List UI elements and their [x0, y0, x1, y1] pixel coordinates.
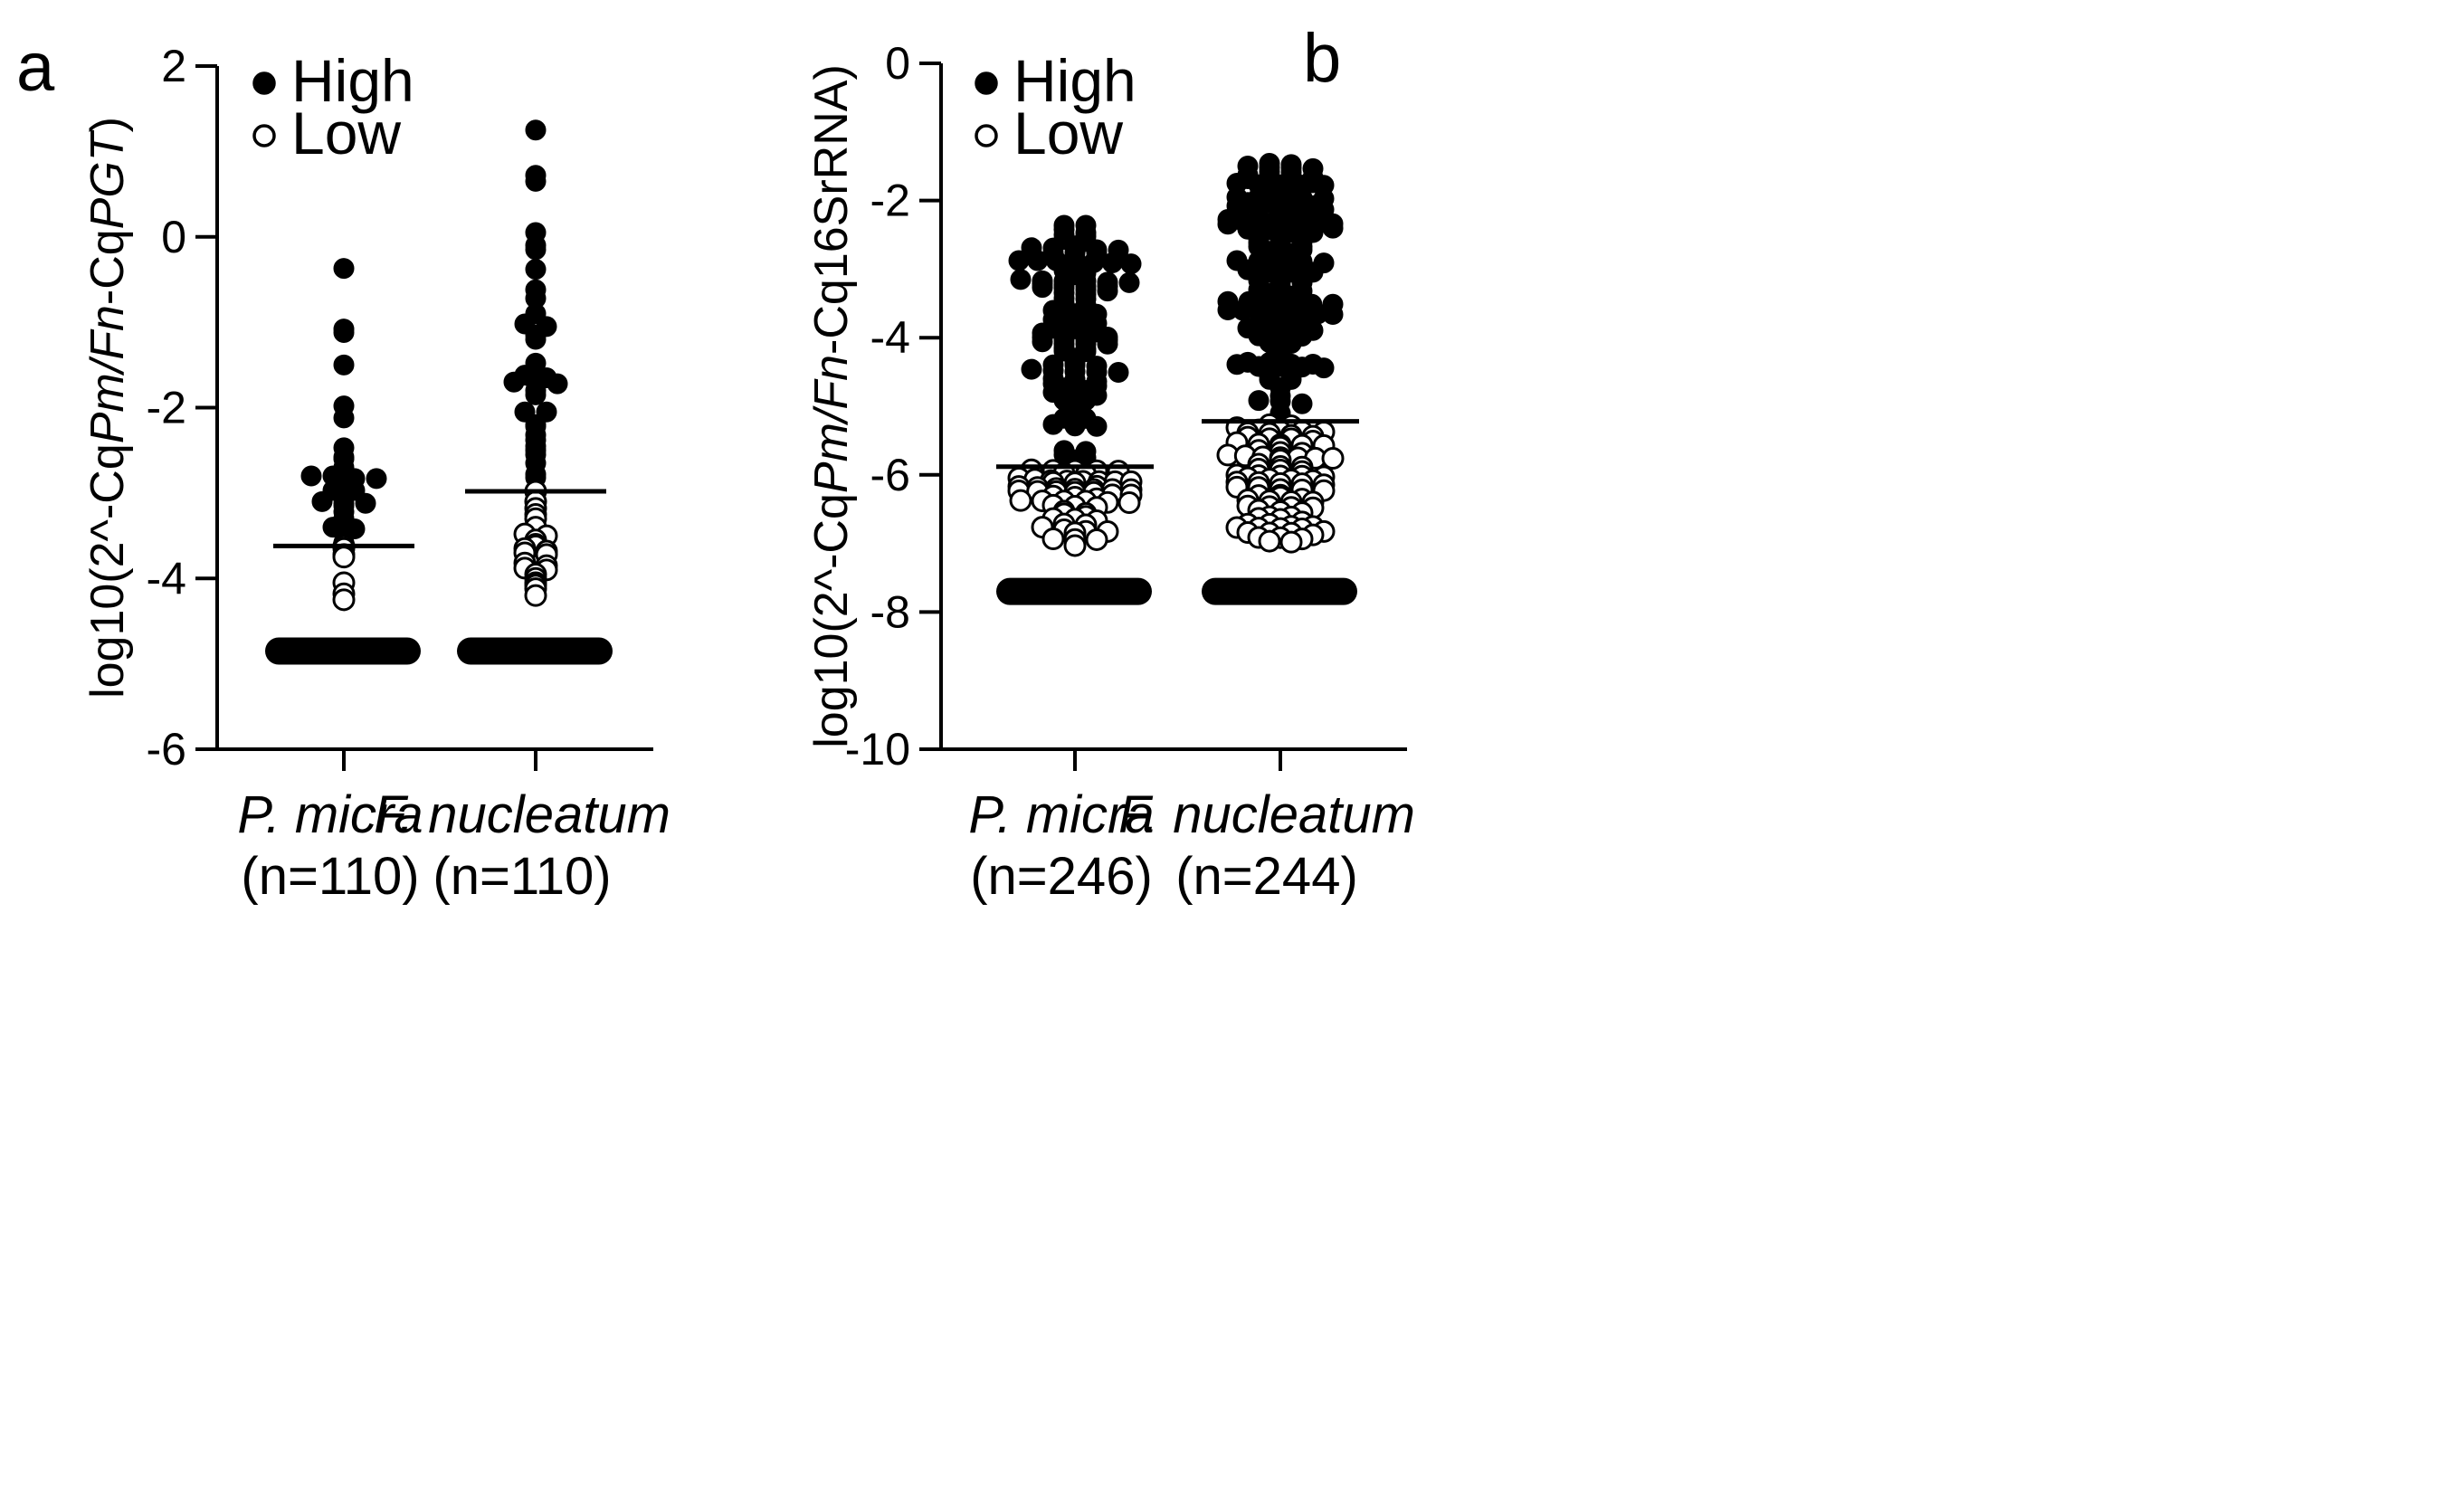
- y-tick-label: -4: [870, 312, 910, 363]
- x-tick-count-label: (n=110): [433, 847, 611, 906]
- high-point: [1064, 415, 1086, 437]
- high-point: [525, 119, 547, 141]
- y-tick-label: -6: [147, 724, 186, 775]
- y-tick-label: -8: [870, 586, 910, 637]
- high-point: [1021, 358, 1042, 380]
- high-point: [1042, 414, 1064, 435]
- legend-high-marker: [252, 71, 276, 95]
- y-tick-label: 0: [161, 212, 186, 262]
- high-point: [525, 328, 547, 350]
- high-point: [1322, 217, 1344, 239]
- low-point: [1279, 530, 1303, 554]
- high-point: [1217, 214, 1239, 235]
- x-tick-label: P. micra: [968, 785, 1154, 844]
- high-point: [1008, 250, 1030, 271]
- legend-label: High: [1013, 47, 1136, 114]
- high-point: [1097, 281, 1118, 302]
- high-point: [1291, 393, 1313, 414]
- y-tick-label: -6: [870, 450, 910, 500]
- high-point: [547, 373, 568, 395]
- legend-label: Low: [1013, 100, 1123, 166]
- high-point: [525, 259, 547, 281]
- x-tick-label: F. nucleatum: [374, 785, 670, 844]
- high-point: [333, 354, 355, 376]
- high-point: [1248, 390, 1270, 412]
- low-point: [1009, 489, 1032, 512]
- x-tick-label: F. nucleatum: [1118, 785, 1415, 844]
- high-point: [1313, 357, 1335, 379]
- x-tick-count-label: (n=110): [241, 847, 419, 906]
- high-point: [525, 384, 547, 405]
- panel-a-label: a: [16, 29, 55, 106]
- high-point: [1322, 303, 1344, 325]
- chart-a: 2 0 -2 -4 -6 log10(2^-CqPm/Fn-CqPGT) P. micra(…: [81, 41, 670, 906]
- high-point: [300, 465, 322, 487]
- high-point: [333, 321, 355, 343]
- legend-label: High: [291, 47, 414, 114]
- high-point: [1032, 331, 1053, 353]
- high-point: [525, 170, 547, 192]
- high-point: [1032, 277, 1053, 299]
- y-tick-label: -10: [845, 724, 910, 775]
- low-point: [1085, 528, 1108, 551]
- low-point: [1117, 491, 1141, 515]
- x-tick-count-label: (n=244): [1175, 847, 1358, 906]
- y-tick-label: -2: [870, 176, 910, 226]
- legend-low-marker: [975, 124, 998, 147]
- high-point: [1120, 253, 1142, 275]
- legend-low-marker: [252, 124, 276, 147]
- low-point: [1041, 527, 1065, 550]
- y-axis-label: log10(2^-CqPm/Fn-CqPGT): [81, 117, 134, 699]
- high-point: [1226, 354, 1248, 376]
- high-point: [333, 258, 355, 280]
- high-point: [1097, 333, 1118, 355]
- high-point: [1101, 252, 1123, 274]
- high-point: [503, 371, 525, 393]
- legend-high-marker: [975, 71, 998, 95]
- high-point: [1027, 250, 1049, 271]
- low-point: [1321, 447, 1345, 471]
- low-point: [332, 588, 356, 612]
- high-point: [1086, 415, 1108, 437]
- low-point: [332, 546, 356, 569]
- y-tick-label: -4: [147, 553, 186, 604]
- high-point: [525, 239, 547, 261]
- high-point: [366, 468, 387, 490]
- x-tick-label: P. micra: [237, 785, 423, 844]
- high-point: [355, 492, 376, 514]
- low-point: [1063, 534, 1087, 557]
- high-point: [333, 407, 355, 429]
- panel-b-label: b: [1303, 20, 1341, 97]
- x-tick-count-label: (n=246): [970, 847, 1153, 906]
- high-point: [1010, 269, 1032, 290]
- y-tick-label: 0: [885, 38, 910, 89]
- y-axis-label: log10(2^-CqPm/Fn-Cq16SrRNA): [805, 64, 858, 748]
- low-point: [524, 584, 547, 607]
- low-point: [1258, 529, 1281, 553]
- y-tick-label: 2: [161, 41, 186, 91]
- high-point: [1118, 271, 1140, 293]
- y-tick-label: -2: [147, 383, 186, 433]
- high-point: [311, 490, 333, 512]
- legend-label: Low: [291, 100, 401, 166]
- high-point: [1108, 361, 1129, 383]
